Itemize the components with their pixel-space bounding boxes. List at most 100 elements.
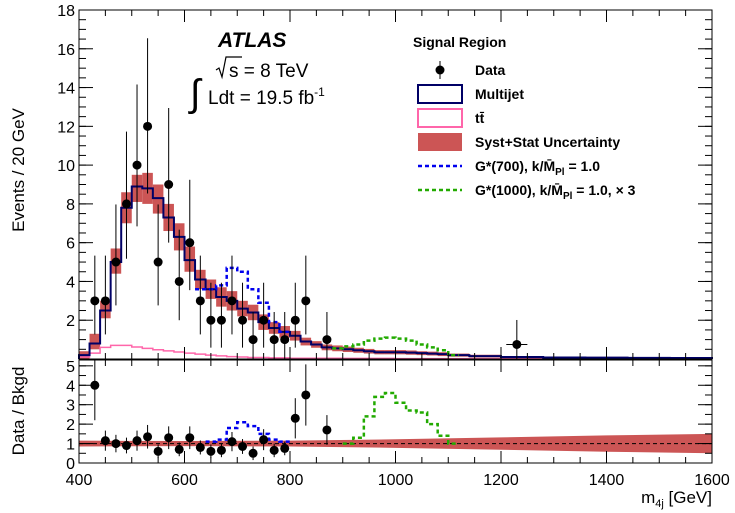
ratio-data-point	[143, 432, 153, 442]
x-tick-label: 1400	[589, 472, 625, 489]
legend-data-marker	[435, 65, 445, 75]
g700-line	[195, 266, 290, 334]
ratio-y-tick-label: 2	[66, 417, 75, 434]
legend-label-sub: Pl	[555, 167, 565, 178]
ratio-data-point	[259, 435, 269, 445]
ratio-data-point	[195, 442, 205, 452]
svg-text:Ldt = 19.5 fb-1: Ldt = 19.5 fb-1	[208, 85, 325, 109]
ratio-y-tick-label: 0	[66, 456, 75, 473]
top-axes: 2 4 6 8 10 12 14 16 18	[57, 3, 713, 360]
ratio-y-tick-label: 3	[66, 398, 75, 415]
data-point	[216, 315, 226, 325]
sqrt-symbol	[215, 56, 242, 80]
ratio-data-point	[322, 425, 332, 435]
top-multijet-histogram	[78, 185, 713, 360]
ratio-data-point	[100, 436, 110, 446]
ratio-data-point	[185, 433, 195, 443]
data-point	[322, 335, 332, 345]
legend-label-text: G*(700), k/M̄	[475, 157, 555, 174]
data-point	[132, 160, 142, 170]
ratio-data-point	[132, 436, 142, 446]
ratio-data-point	[269, 445, 279, 455]
top-y-tick-label: 4	[66, 274, 75, 291]
data-point	[227, 296, 237, 306]
top-uncertainty-band	[79, 172, 712, 359]
data-point	[512, 339, 522, 349]
x-tick-label: 400	[66, 472, 93, 489]
ratio-data-point	[164, 433, 174, 443]
top-y-tick-label: 2	[66, 313, 75, 330]
svg-text:s = 8 TeV: s = 8 TeV	[229, 61, 309, 82]
legend-label: G*(1000), k/M̄Pl = 1.0, × 3	[475, 181, 636, 202]
ratio-data-point	[90, 380, 100, 390]
top-y-axis-title: Events / 20 GeV	[9, 107, 28, 231]
g1000-line	[332, 336, 459, 357]
data-point	[259, 315, 269, 325]
legend-label-text: tt̄	[475, 110, 485, 126]
data-point	[290, 315, 300, 325]
legend-fill-swatch	[418, 133, 462, 151]
ratio-data-point	[280, 443, 290, 453]
ratio-y-tick-label: 1	[66, 437, 75, 454]
ratio-y-tick-label: 5	[66, 359, 75, 376]
multijet-line	[78, 185, 713, 360]
x-axis-title: m4j [GeV]	[641, 488, 712, 510]
data-point	[90, 296, 100, 306]
ratio-data-point	[206, 446, 216, 456]
top-uncertainty-bin	[89, 333, 101, 350]
top-y-tick-label: 6	[66, 236, 75, 253]
energy-sqrt-s: s	[229, 61, 239, 82]
legend-label-text: G*(1000), k/M̄	[475, 181, 563, 198]
ratio-g700-signal	[205, 420, 290, 443]
data-point	[301, 296, 311, 306]
top-y-tick-label: 12	[57, 119, 75, 136]
x-axis-title-unit: [GeV]	[664, 488, 712, 507]
x-tick-label: 800	[277, 472, 304, 489]
data-point	[111, 257, 121, 267]
data-point	[174, 276, 184, 286]
x-tick-label: 1600	[694, 472, 730, 489]
top-y-tick-label: 18	[57, 3, 75, 20]
data-point	[269, 335, 279, 345]
legend: Signal Region Data Multijet tt̄ Syst+Stat U…	[413, 34, 636, 202]
data-point	[143, 121, 153, 131]
x-axis-title-sub: 4j	[655, 498, 664, 510]
ratio-g1000-line	[342, 391, 459, 445]
data-point	[238, 315, 248, 325]
data-point	[185, 238, 195, 248]
legend-label-sub: Pl	[563, 191, 573, 202]
ratio-data-point	[216, 445, 226, 455]
legend-label: Multijet	[475, 86, 524, 102]
top-y-tick-label: 8	[66, 197, 75, 214]
top-data-points	[90, 38, 528, 359]
x-tick-label: 1000	[378, 472, 414, 489]
ratio-data-point	[248, 448, 258, 458]
legend-label: tt̄	[475, 110, 485, 126]
top-g700-signal	[195, 266, 290, 334]
experiment-label: ATLAS	[217, 29, 286, 52]
ratio-g700-line	[205, 420, 290, 443]
luminosity-label: ∫ Ldt = 19.5 fb-1	[188, 73, 325, 115]
ratio-data-points	[90, 360, 332, 461]
ratio-data-point	[290, 413, 300, 423]
top-y-tick-label: 16	[57, 42, 75, 59]
legend-label-text: Syst+Stat Uncertainty	[475, 134, 620, 150]
ratio-data-point	[111, 439, 121, 449]
integral-symbol: ∫	[188, 73, 203, 115]
lumi-exponent: -1	[314, 85, 325, 99]
legend-label-suffix: = 1.0	[565, 158, 601, 174]
legend-box-swatch	[417, 108, 463, 128]
data-point	[206, 315, 216, 325]
legend-label-text: Data	[475, 62, 506, 78]
legend-label-suffix: = 1.0, × 3	[572, 182, 635, 198]
lumi-value: Ldt = 19.5 fb	[208, 88, 314, 109]
data-point	[248, 335, 258, 345]
x-axis-title-main: m	[641, 488, 655, 507]
ratio-data-point	[301, 390, 311, 400]
ratio-y-axis-title: Data / Bkgd	[9, 367, 28, 456]
data-point	[164, 180, 174, 189]
legend-label: G*(700), k/M̄Pl = 1.0	[475, 157, 600, 178]
legend-box-swatch	[417, 84, 463, 104]
ratio-data-point	[174, 444, 184, 454]
ratio-data-point	[121, 441, 131, 451]
